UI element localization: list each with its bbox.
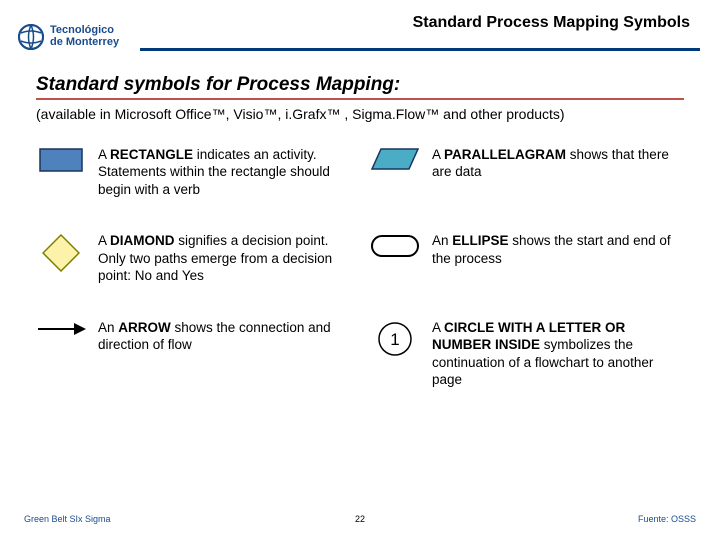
symbol-parallelogram: A PARALLELAGRAM shows that there are dat…: [370, 146, 684, 199]
availability-text: (available in Microsoft Office™, Visio™,…: [36, 106, 684, 122]
footer-page: 22: [355, 514, 365, 524]
header: Tecnológico de Monterrey Standard Proces…: [0, 0, 720, 58]
symbol-ellipse: An ELLIPSE shows the start and end of th…: [370, 232, 684, 285]
subtitle-underline: [36, 98, 684, 100]
subtitle: Standard symbols for Process Mapping:: [36, 74, 684, 96]
logo: Tecnológico de Monterrey: [18, 24, 119, 50]
circle-inner-text: 1: [390, 330, 399, 349]
ellipse-icon: [370, 232, 420, 258]
rectangle-icon: [36, 146, 86, 172]
circle-icon: 1: [370, 319, 420, 357]
symbol-desc: A RECTANGLE indicates an activity. State…: [98, 146, 350, 199]
logo-text: Tecnológico de Monterrey: [50, 25, 119, 48]
parallelogram-icon: [370, 146, 420, 170]
symbol-circle: 1 A CIRCLE WITH A LETTER OR NUMBER INSID…: [370, 319, 684, 389]
symbol-rectangle: A RECTANGLE indicates an activity. State…: [36, 146, 350, 199]
content: Standard symbols for Process Mapping: (a…: [0, 58, 720, 389]
symbol-arrow: An ARROW shows the connection and direct…: [36, 319, 350, 389]
diamond-icon: [36, 232, 86, 272]
symbol-desc: A CIRCLE WITH A LETTER OR NUMBER INSIDE …: [432, 319, 684, 389]
page-title: Standard Process Mapping Symbols: [413, 14, 690, 32]
logo-icon: [18, 24, 44, 50]
symbol-grid: A RECTANGLE indicates an activity. State…: [36, 146, 684, 389]
symbol-desc: An ELLIPSE shows the start and end of th…: [432, 232, 684, 267]
footer-left: Green Belt SIx Sigma: [24, 514, 111, 524]
arrow-icon: [36, 319, 86, 337]
footer: Green Belt SIx Sigma 22 Fuente: OSSS: [0, 514, 720, 524]
symbol-desc: A DIAMOND signifies a decision point. On…: [98, 232, 350, 285]
symbol-diamond: A DIAMOND signifies a decision point. On…: [36, 232, 350, 285]
footer-right: Fuente: OSSS: [638, 514, 696, 524]
symbol-desc: An ARROW shows the connection and direct…: [98, 319, 350, 354]
symbol-desc: A PARALLELAGRAM shows that there are dat…: [432, 146, 684, 181]
header-rule: [140, 48, 700, 51]
